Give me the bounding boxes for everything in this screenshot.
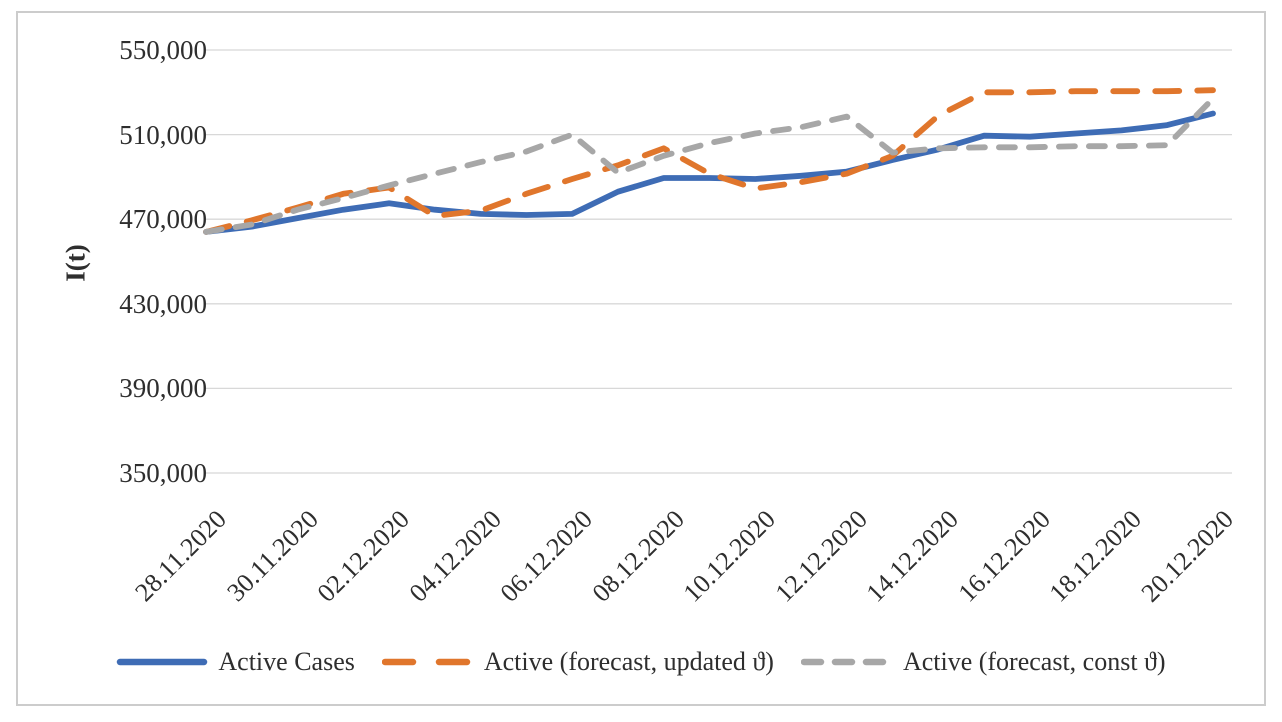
y-axis-tick-label: 350,000 [119,458,207,488]
chart-legend: Active Cases Active (forecast, updated ϑ… [0,645,1282,679]
series-line-0 [203,110,1216,235]
y-axis-tick-label: 470,000 [119,204,207,235]
y-axis-tick-label: 510,000 [119,119,207,150]
legend-item-active-cases: Active Cases [116,647,355,677]
chart-border-frame [16,11,1266,706]
legend-label-active-cases: Active Cases [218,647,355,676]
series-line-1 [203,87,1216,235]
legend-swatch-solid-line-icon [117,658,208,666]
y-axis-tick-label: 550,000 [119,35,207,65]
y-axis-tick-label: 430,000 [119,288,207,319]
y-axis-title: I(t) [60,244,91,282]
y-axis-tick-label: 390,000 [119,373,207,404]
legend-label-forecast-const: Active (forecast, const ϑ) [902,647,1166,676]
legend-swatch-dash-line-icon [800,658,893,666]
legend-label-forecast-updated: Active (forecast, updated ϑ) [483,647,774,676]
series-line-2 [203,95,1216,235]
legend-swatch-long-dash-line-icon [381,658,474,666]
legend-item-forecast-const: Active (forecast, const ϑ) [800,647,1166,677]
legend-item-forecast-updated: Active (forecast, updated ϑ) [381,647,774,677]
